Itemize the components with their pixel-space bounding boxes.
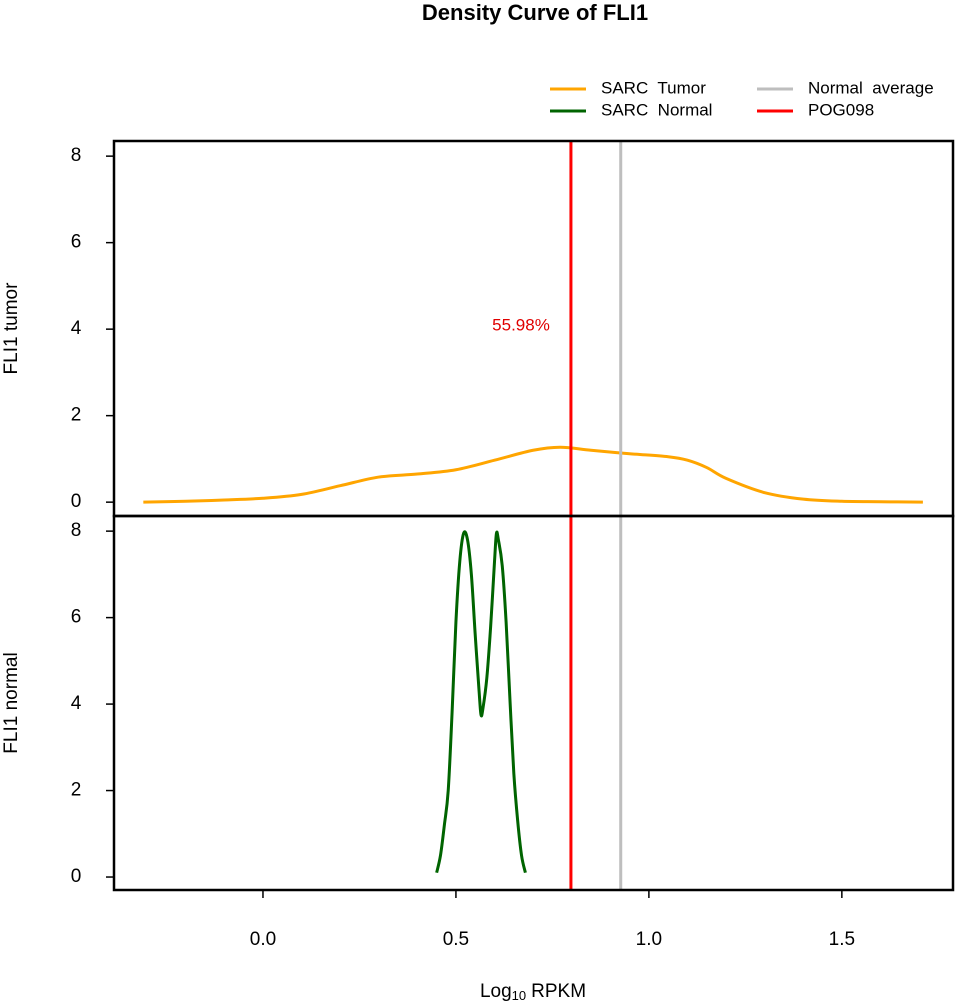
x-tick-label: 0.5	[443, 929, 469, 950]
x-axis-label: Log10 RPKM	[480, 981, 586, 1003]
x-label-part: RPKM	[531, 981, 586, 1002]
y-tick-label: 6	[71, 232, 82, 253]
y-tick-label: 6	[71, 607, 82, 628]
x-label-part: Log	[480, 981, 512, 1002]
annotation: 55.98%	[492, 315, 550, 334]
y-tick-label: 0	[71, 866, 82, 887]
y-axis-label: FLI1 normal	[1, 652, 22, 753]
y-tick-label: 8	[71, 145, 82, 166]
x-tick-label: 1.5	[829, 929, 855, 950]
y-tick-label: 2	[71, 780, 82, 801]
density-curve	[435, 530, 527, 874]
y-tick-label: 4	[71, 318, 82, 339]
density-curve	[143, 445, 923, 504]
legend-label: POG098	[808, 100, 874, 119]
x-tick-label: 0.0	[250, 929, 276, 950]
x-tick-label: 1.0	[636, 929, 662, 950]
y-axis-label: FLI1 tumor	[1, 282, 22, 375]
y-tick-label: 0	[71, 491, 82, 512]
y-tick-label: 8	[71, 520, 82, 541]
y-tick-label: 2	[71, 405, 82, 426]
chart-title: Density Curve of FLI1	[422, 0, 648, 25]
y-tick-label: 4	[71, 693, 82, 714]
plot-frame	[112, 514, 955, 892]
legend-label: SARC Tumor	[601, 78, 706, 97]
legend-label: SARC Normal	[601, 100, 712, 119]
x-label-sub: 10	[512, 988, 526, 1003]
legend-label: Normal average	[808, 78, 934, 97]
